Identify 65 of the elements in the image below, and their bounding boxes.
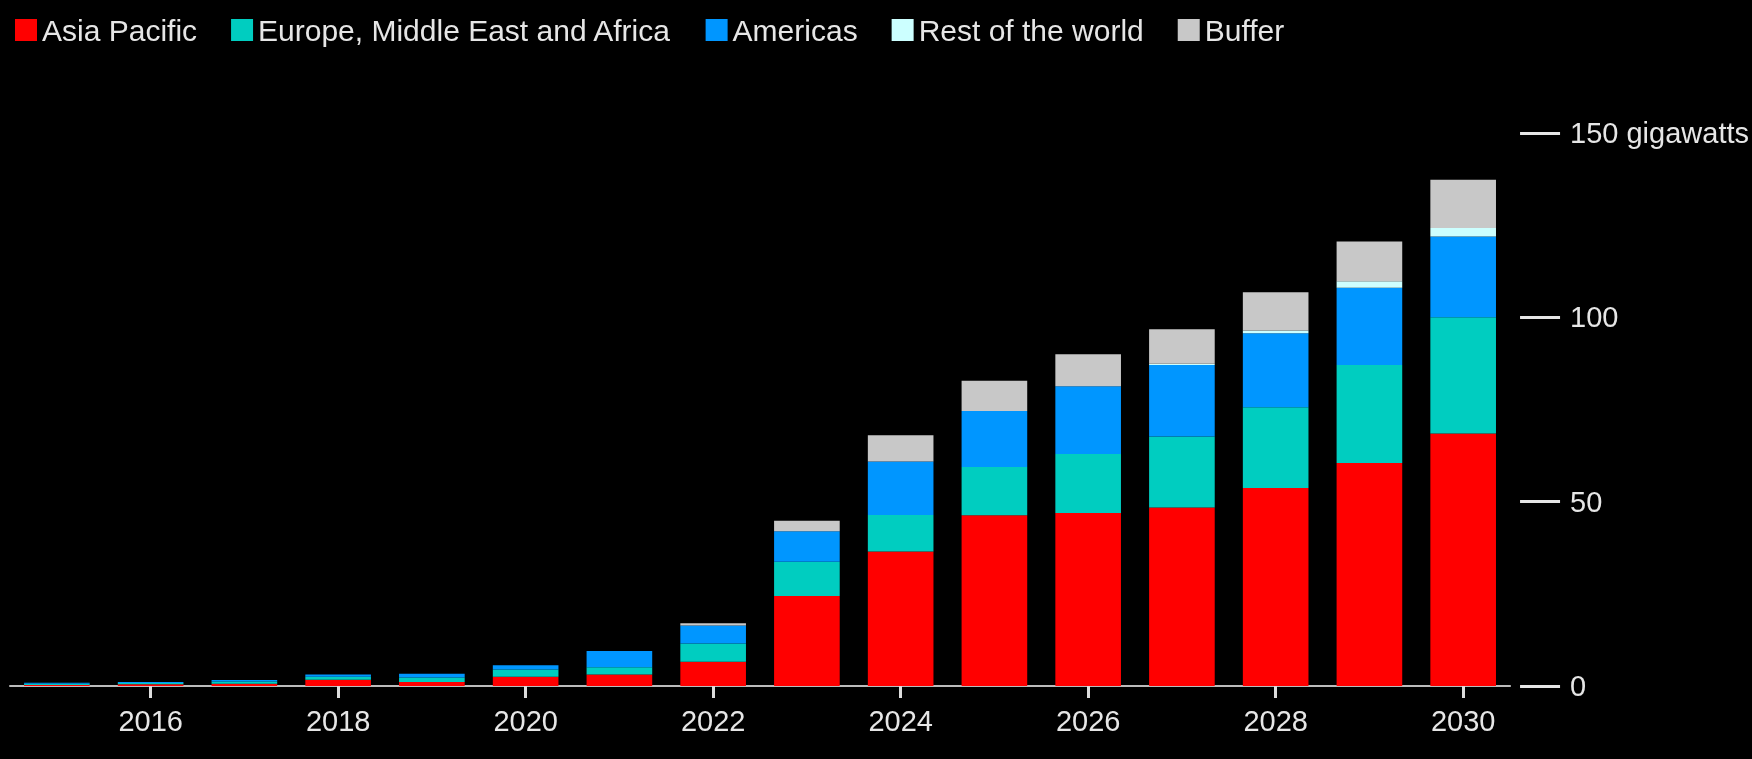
bar	[961, 380, 1028, 411]
bar	[867, 461, 934, 515]
bar	[1430, 433, 1496, 686]
bar	[1055, 454, 1121, 514]
bar	[305, 679, 371, 686]
bar	[774, 596, 840, 686]
bar	[586, 674, 653, 686]
bar	[680, 625, 746, 644]
bar	[1242, 488, 1309, 686]
bar	[492, 665, 559, 670]
bar	[867, 435, 934, 462]
bar	[1336, 364, 1403, 463]
bar	[1149, 507, 1215, 686]
bar	[774, 520, 840, 532]
legend-label: Europe, Middle East and Africa	[258, 13, 671, 47]
bar	[680, 661, 746, 686]
y-tick-label: 0	[1570, 670, 1587, 702]
bar	[1242, 407, 1309, 489]
bar	[1149, 436, 1215, 508]
bar	[1055, 354, 1121, 387]
legend-label: Asia Pacific	[42, 13, 198, 47]
bar	[774, 531, 840, 562]
bar	[680, 623, 746, 626]
legend-label: Rest of the world	[918, 13, 1144, 47]
bar	[399, 681, 465, 686]
bar	[1149, 329, 1215, 364]
y-tick-label: 150 gigawatts	[1570, 117, 1750, 149]
bar	[1336, 281, 1403, 288]
bar	[1242, 292, 1309, 331]
x-tick-label: 2018	[305, 704, 371, 737]
bar	[1336, 287, 1403, 365]
y-tick-label: 50	[1570, 485, 1603, 518]
bar	[961, 515, 1028, 686]
bar	[492, 669, 559, 677]
x-tick-label: 2020	[493, 704, 558, 737]
bar	[867, 551, 934, 686]
bar	[961, 410, 1028, 468]
bar	[867, 514, 934, 552]
bar	[1055, 386, 1121, 455]
y-tick-label: 100	[1570, 301, 1619, 334]
x-tick-label: 2030	[1430, 704, 1496, 737]
x-tick-label: 2022	[680, 704, 746, 737]
x-tick-label: 2026	[1055, 704, 1121, 737]
bar	[1430, 236, 1496, 318]
bar	[1336, 462, 1403, 686]
bar	[586, 650, 653, 668]
bar	[1430, 317, 1496, 434]
x-tick-label: 2024	[868, 704, 933, 737]
bar	[492, 676, 559, 686]
bar	[399, 673, 465, 678]
legend-label: Americas	[732, 13, 858, 47]
bar	[1242, 333, 1309, 408]
bar	[1336, 241, 1403, 282]
x-tick-label: 2016	[118, 704, 183, 737]
x-tick-label: 2028	[1243, 704, 1308, 737]
bar	[1430, 179, 1496, 229]
bar	[961, 467, 1028, 516]
bar	[1430, 228, 1496, 237]
bar	[1055, 513, 1121, 686]
bar	[774, 561, 840, 597]
legend-label: Buffer	[1204, 13, 1285, 47]
bar	[586, 667, 653, 675]
bar	[680, 643, 746, 662]
bar	[1149, 364, 1215, 437]
bar	[399, 677, 465, 682]
